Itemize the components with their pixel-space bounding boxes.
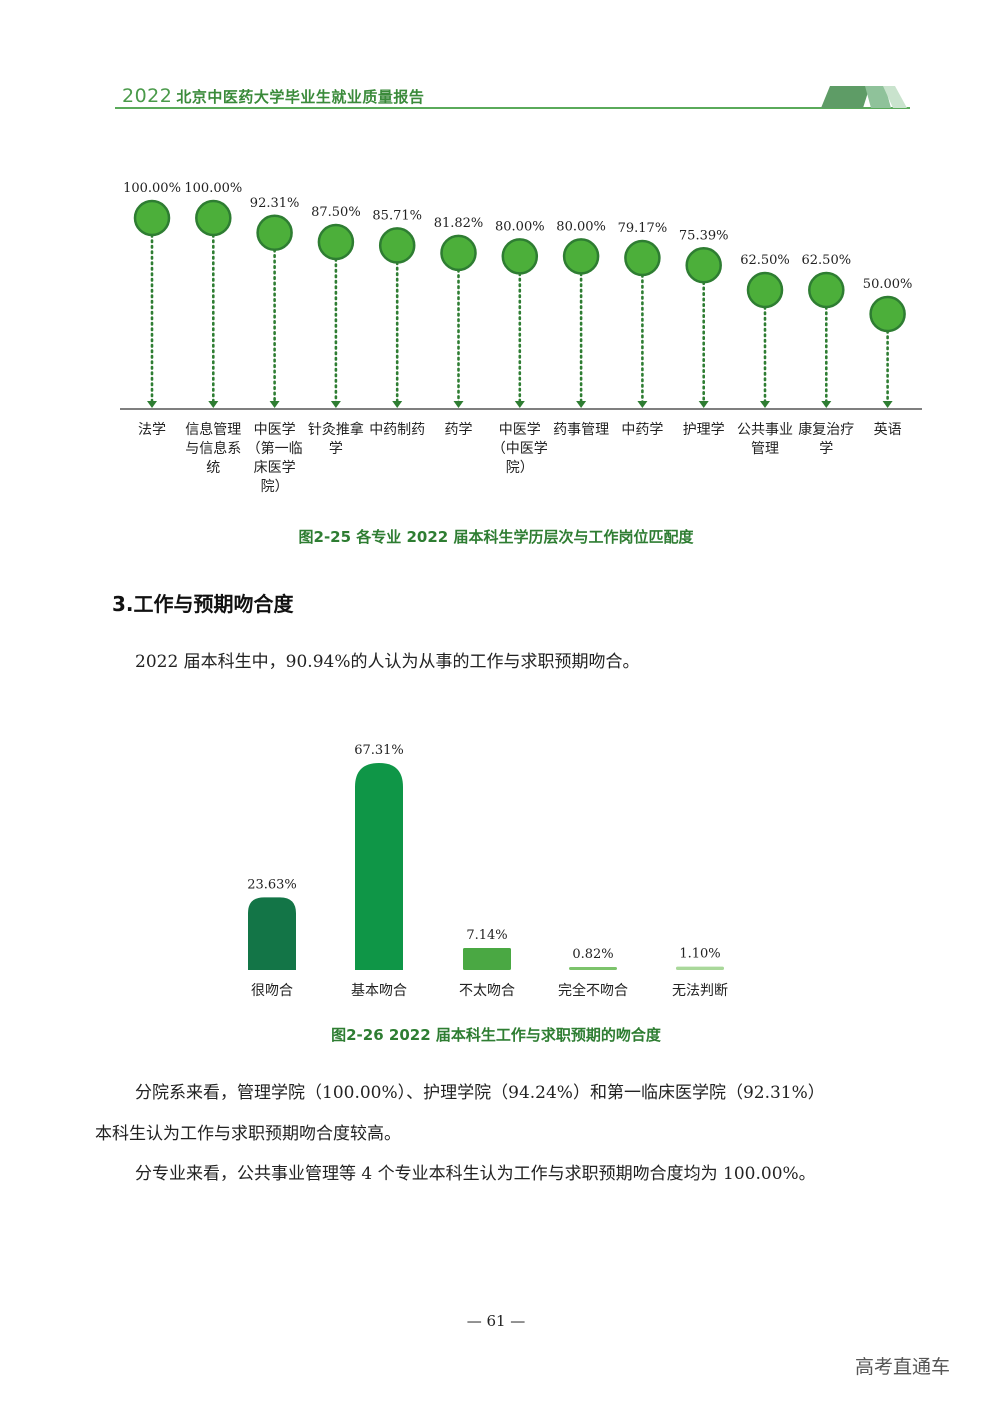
header-year: 2022: [122, 85, 173, 107]
section-heading: 3.工作与预期吻合度: [112, 592, 294, 616]
figure2-caption: 图2-26 2022 届本科生工作与求职预期的吻合度: [331, 1026, 661, 1044]
data-label: 80.00%: [556, 219, 606, 234]
lollipop-point: [562, 238, 600, 275]
lollipop-arrow: [882, 401, 893, 408]
category-label: 无法判断: [672, 983, 728, 999]
category-label: 不太吻合: [459, 983, 515, 999]
para2: 分专业来看，公共事业管理等 4 个专业本科生认为工作与求职预期吻合度均为 100…: [135, 1164, 816, 1184]
data-label: 79.17%: [618, 221, 668, 236]
data-label: 75.39%: [679, 228, 729, 243]
data-label: 81.82%: [434, 216, 484, 231]
data-label: 100.00%: [123, 181, 181, 196]
para1-line2: 本科生认为工作与求职预期吻合度较高。: [95, 1124, 401, 1144]
category-label: 床医学: [254, 460, 296, 476]
lollipop-point: [317, 223, 355, 261]
lollipop-arrow: [453, 401, 464, 408]
category-label: 药学: [445, 422, 473, 438]
lollipop-arrow: [760, 401, 770, 408]
category-label: 院）: [261, 479, 289, 495]
category-label: 统: [206, 460, 220, 476]
report-header-title: 2022 北京中医药大学毕业生就业质量报告: [122, 85, 424, 107]
category-label: 法学: [138, 422, 166, 438]
header-decoration: [821, 86, 907, 108]
data-label: 62.50%: [740, 253, 790, 268]
category-label: 信息管理: [185, 421, 241, 438]
data-label: 87.50%: [311, 205, 361, 220]
figure1-caption: 图2-25 各专业 2022 届本科生学历层次与工作岗位匹配度: [298, 528, 694, 546]
header-title-text: 北京中医药大学毕业生就业质量报告: [176, 88, 425, 106]
page-number: — 61 —: [466, 1312, 526, 1330]
category-label: 中医学: [254, 422, 296, 438]
category-label: 中药制药: [369, 422, 425, 438]
lollipop-arrow: [330, 401, 341, 408]
category-label: 管理: [751, 441, 779, 457]
category-label: 中医学: [499, 422, 541, 438]
lollipop-point: [869, 295, 906, 333]
category-label: 药事管理: [553, 422, 609, 438]
lollipop-arrow: [392, 401, 403, 408]
section-intro: 2022 届本科生中，90.94%的人认为从事的工作与求职预期吻合。: [135, 652, 640, 672]
lollipop-point: [133, 199, 171, 237]
lollipop-arrow: [637, 401, 648, 408]
category-label: 中药学: [621, 422, 663, 438]
category-label: 学: [329, 441, 343, 457]
lollipop-point: [746, 271, 784, 309]
lollipop-arrow: [698, 401, 709, 408]
category-label: 公共事业: [737, 422, 793, 438]
data-label: 100.00%: [184, 181, 242, 196]
category-label: 很吻合: [251, 983, 293, 999]
bar: [463, 948, 511, 970]
bar: [248, 897, 296, 970]
category-label: 基本吻合: [351, 982, 407, 999]
lollipop-point: [195, 199, 232, 237]
lollipop-arrow: [269, 401, 280, 408]
lollipop-point: [685, 247, 722, 284]
category-label: 康复治疗: [798, 421, 854, 438]
lollipop-arrow: [147, 401, 157, 408]
lollipop-arrow: [821, 401, 832, 408]
category-label: （第一临: [247, 440, 303, 457]
bar: [676, 966, 724, 970]
lollipop-point: [501, 238, 539, 275]
lollipop-point: [808, 271, 845, 309]
data-label: 0.82%: [572, 947, 613, 962]
header-divider: [115, 107, 910, 109]
data-label: 62.50%: [802, 253, 852, 268]
category-label: （中医学: [492, 441, 548, 457]
data-label: 23.63%: [247, 877, 297, 892]
watermark: 高考直通车: [855, 1356, 951, 1378]
lollipop-point: [440, 234, 477, 272]
lollipop-point: [256, 214, 293, 252]
lollipop-arrow: [208, 401, 219, 408]
lollipop-point: [624, 239, 661, 277]
category-label: 针灸推拿: [308, 421, 364, 438]
data-label: 1.10%: [679, 947, 720, 962]
category-label: 完全不吻合: [558, 982, 628, 999]
lollipop-point: [378, 227, 416, 264]
expectation-match-bar-chart: 23.63% 很吻合 67.31% 基本吻合 7.14% 不太吻合 0.82% 完全不吻合 1.…: [247, 743, 728, 999]
lollipop-arrow: [514, 401, 525, 408]
category-label: 院）: [506, 460, 534, 476]
category-label: 与信息系: [185, 440, 241, 457]
category-label: 学: [819, 441, 833, 457]
bar: [569, 967, 617, 970]
data-label: 85.71%: [372, 208, 422, 223]
data-label: 67.31%: [354, 743, 404, 758]
category-label: 护理学: [683, 422, 725, 438]
category-label: 英语: [874, 421, 902, 438]
data-label: 50.00%: [863, 277, 913, 292]
para1-line1: 分院系来看，管理学院（100.00%）、护理学院（94.24%）和第一临床医学院…: [135, 1083, 825, 1103]
data-label: 7.14%: [466, 928, 507, 943]
data-label: 92.31%: [250, 196, 300, 211]
bar: [355, 763, 403, 970]
data-label: 80.00%: [495, 219, 545, 234]
lollipop-arrow: [576, 401, 587, 408]
